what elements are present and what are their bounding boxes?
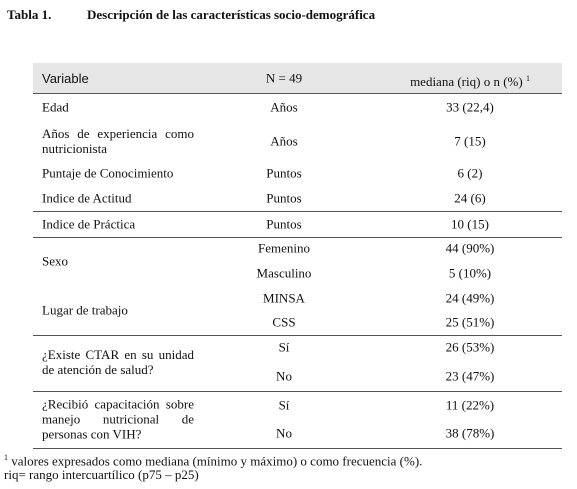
n-cell: Años (270, 133, 298, 149)
n-cell: Puntos (266, 165, 302, 181)
row-label: ¿Recibió capacitación sobre manejo nutri… (42, 396, 194, 442)
value-cell: 10 (15) (451, 216, 489, 232)
n-cell: Femenino (258, 240, 310, 256)
table-label: Tabla 1. (7, 7, 52, 22)
rule (33, 237, 562, 238)
value-cell: 24 (49%) (445, 290, 495, 306)
footnote-mark: 1 (4, 453, 8, 462)
row-label: Indice de Práctica (42, 216, 136, 232)
header-bg (33, 63, 562, 93)
value-cell: 11 (22%) (445, 397, 495, 413)
rule (33, 448, 562, 449)
rule (33, 211, 562, 212)
column-header: mediana (riq) o n (%) 1 (410, 71, 530, 89)
n-cell: Sí (278, 397, 290, 413)
footnote: 1 valores expresados como mediana (mínim… (4, 450, 422, 468)
n-cell: Años (270, 99, 298, 115)
value-cell: 33 (22,4) (446, 99, 494, 115)
row-label: Edad (42, 99, 69, 115)
column-note: 1 (525, 73, 530, 83)
value-cell: 25 (51%) (445, 314, 495, 330)
n-cell: No (276, 368, 292, 384)
value-cell: 7 (15) (454, 133, 486, 149)
column-header: Variable (42, 71, 89, 86)
rule (33, 93, 562, 94)
rule (33, 391, 562, 392)
n-cell: Puntos (266, 216, 302, 232)
row-label: Sexo (42, 253, 68, 268)
value-cell: 26 (53%) (445, 339, 495, 355)
row-label: Indice de Actitud (42, 190, 132, 206)
n-cell: Masculino (256, 265, 312, 281)
value-cell: 24 (6) (454, 190, 486, 206)
row-label: Años de experiencia como nutricionista (42, 126, 194, 156)
footnote: riq= rango intercuartílico (p75 – p25) (4, 467, 199, 482)
value-cell: 23 (47%) (445, 368, 495, 384)
value-cell: 6 (2) (457, 165, 483, 181)
table-title: Descripción de las características socio… (87, 7, 376, 22)
rule (33, 335, 562, 336)
row-label: Lugar de trabajo (42, 302, 128, 318)
value-cell: 38 (78%) (445, 425, 495, 441)
column-header: N = 49 (265, 70, 303, 86)
value-cell: 5 (10%) (448, 265, 492, 281)
value-cell: 44 (90%) (445, 240, 495, 256)
n-cell: CSS (272, 314, 296, 330)
column-header-text: mediana (riq) o n (%) (410, 74, 523, 90)
row-label: ¿Existe CTAR en su unidad de atención de… (42, 346, 194, 377)
n-cell: MINSA (263, 290, 305, 306)
n-cell: Sí (278, 339, 290, 355)
n-cell: No (276, 425, 292, 441)
footnote-text: valores expresados como mediana (mínimo … (11, 453, 423, 469)
row-label: Puntaje de Conocimiento (42, 165, 174, 181)
n-cell: Puntos (266, 190, 302, 206)
